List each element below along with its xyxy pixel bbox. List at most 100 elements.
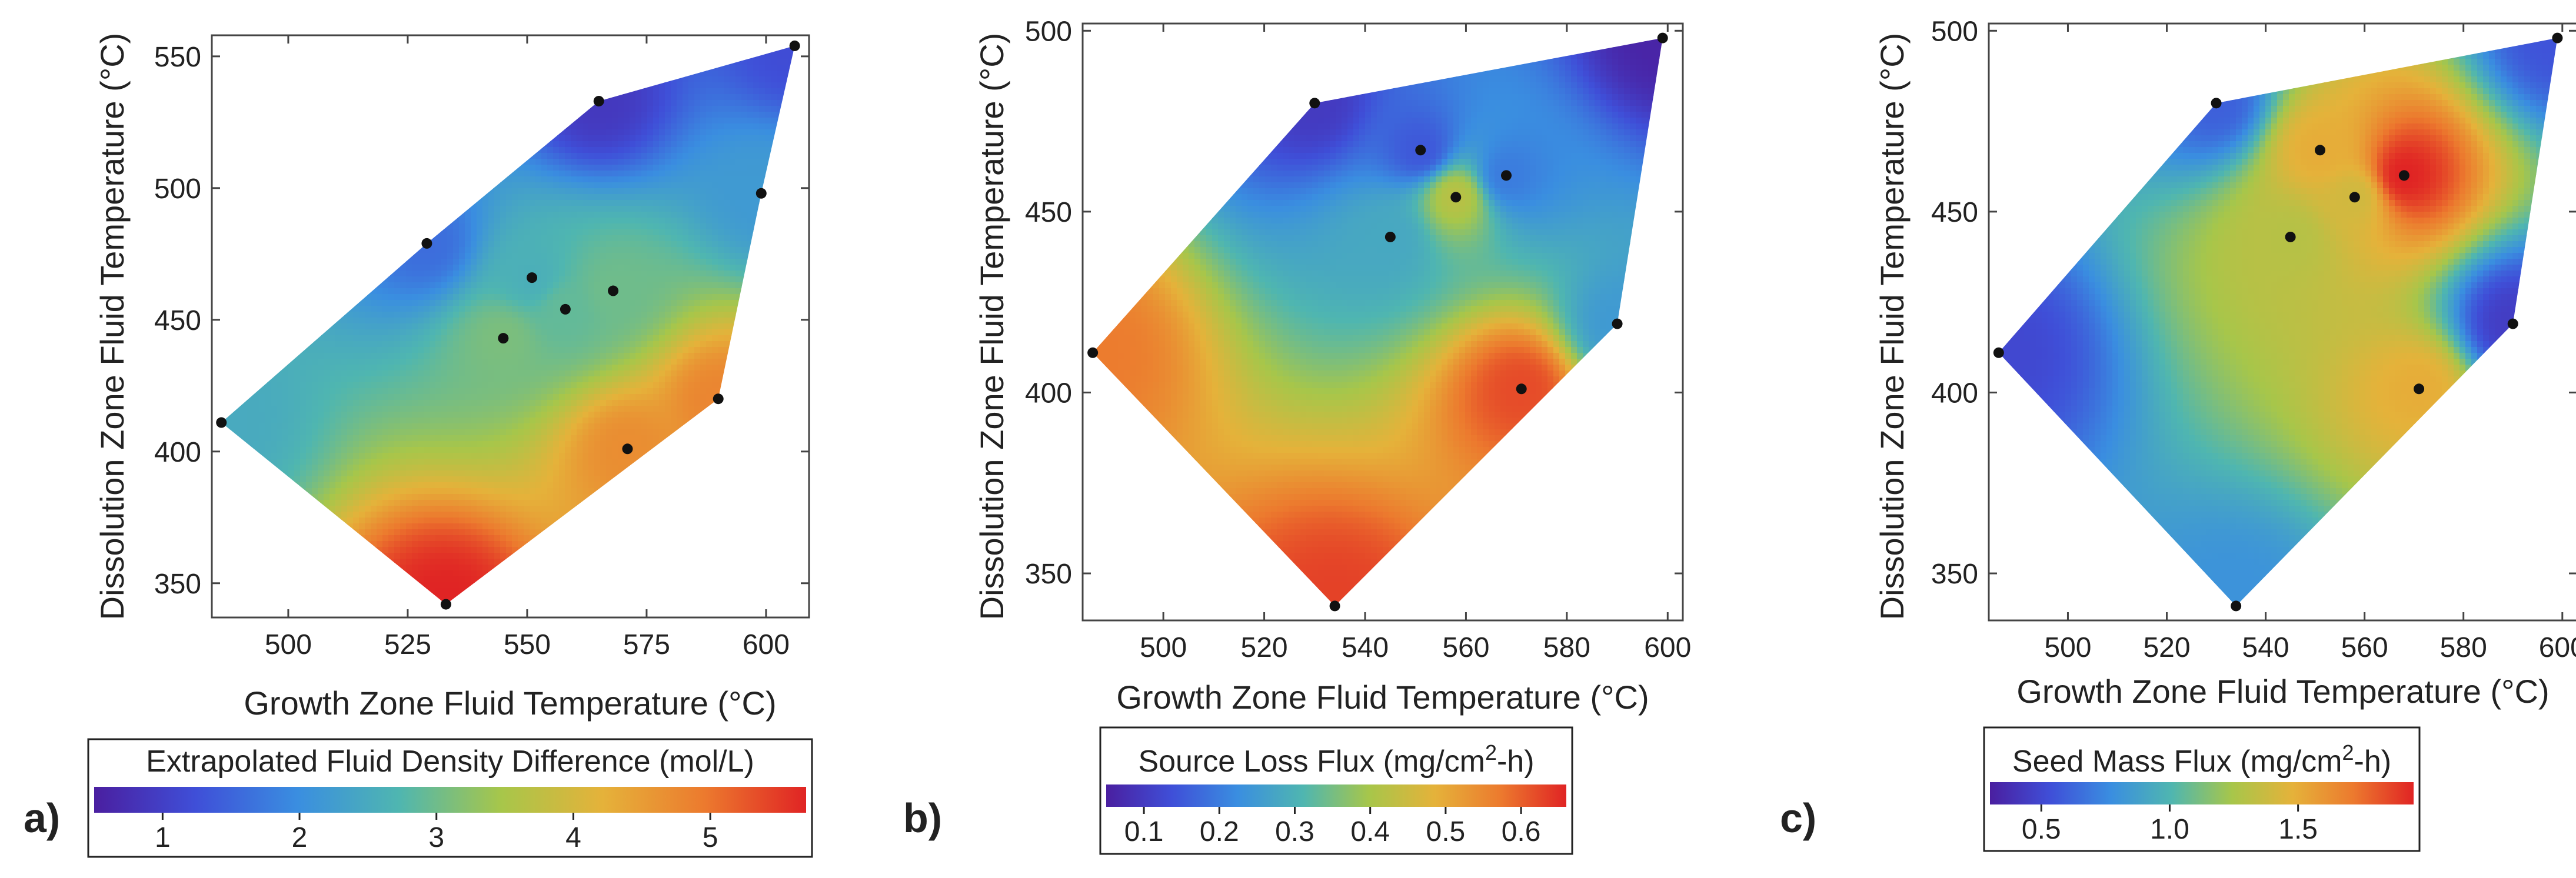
panel-b-data-point bbox=[1329, 600, 1340, 612]
panel-b-x-ticks: 500 520 540 560 580 600 bbox=[1140, 24, 1691, 663]
panel-a-data-point bbox=[622, 443, 633, 455]
panel-a-x-tick-label: 550 bbox=[504, 629, 551, 660]
panel-b-x-tick-label: 580 bbox=[1543, 632, 1590, 663]
panel-c-frame bbox=[1988, 22, 2576, 622]
panel-b-colorbar-ticks: 0.1 0.2 0.3 0.4 0.5 0.6 bbox=[1124, 807, 1541, 847]
panel-b-y-tick-label: 500 bbox=[1025, 16, 1072, 47]
panel-c-data-point bbox=[2231, 600, 2242, 612]
panel-c-data-point bbox=[2507, 318, 2518, 329]
panel-c-y-tick-label: 350 bbox=[1931, 559, 1978, 590]
panel-a-colorbar-tick-label: 1 bbox=[155, 822, 171, 853]
panel-b-heatmap bbox=[1093, 38, 1663, 606]
panel-b-y-ticks: 350 400 450 500 bbox=[1025, 16, 1683, 590]
panel-c-data-point bbox=[2398, 170, 2409, 181]
panel-c-data-point bbox=[2211, 98, 2222, 109]
panel-b-x-tick-label: 540 bbox=[1342, 632, 1389, 663]
panel-c-x-tick-label: 560 bbox=[2341, 632, 2388, 663]
panel-a-colorbar-ticks: 1 2 3 4 5 bbox=[155, 813, 718, 853]
panel-b-x-tick-label: 560 bbox=[1442, 632, 1489, 663]
panel-b-data-point bbox=[1657, 32, 1668, 44]
panel-c-heatmap-cells bbox=[1998, 38, 2558, 606]
panel-b-colorbar-gradient bbox=[1106, 784, 1566, 807]
panel-c-colorbar-tick-label: 1.0 bbox=[2150, 814, 2189, 845]
panel-c: 500 520 540 560 580 600 350 400 450 500 Growth Z… bbox=[1780, 16, 2576, 852]
panel-a-x-ticks: 500 525 550 575 600 bbox=[265, 35, 790, 660]
panel-b-y-tick-label: 350 bbox=[1025, 559, 1072, 590]
panel-c-data-point bbox=[2315, 145, 2326, 156]
panel-c-colorbar-ticks: 0.5 1.0 1.5 bbox=[2022, 804, 2318, 845]
panel-a-colorbar-tick-label: 4 bbox=[565, 822, 581, 853]
panel-c-y-tick-label: 500 bbox=[1931, 16, 1978, 47]
panel-a-colorbar-box bbox=[87, 738, 813, 858]
panel-c-x-axis-label: Growth Zone Fluid Temperature (°C) bbox=[2016, 673, 2549, 710]
panel-b-data-point bbox=[1450, 192, 1462, 203]
panel-a-y-ticks: 350 400 450 500 550 bbox=[154, 42, 809, 600]
panel-c-data-point bbox=[2285, 231, 2296, 242]
panel-b-x-tick-label: 500 bbox=[1140, 632, 1187, 663]
panel-b-x-axis-label: Growth Zone Fluid Temperature (°C) bbox=[1116, 679, 1649, 716]
panel-b-data-point bbox=[1087, 347, 1099, 358]
panel-c-label: c) bbox=[1780, 795, 1816, 841]
panel-a-data-point bbox=[789, 40, 800, 51]
panel-a-colorbar-tick-label: 2 bbox=[292, 822, 308, 853]
panel-c-data-point bbox=[2552, 32, 2563, 44]
panel-c-x-tick-label: 500 bbox=[2044, 632, 2091, 663]
panel-b: 500 520 540 560 580 600 350 400 450 500 Growth Z… bbox=[903, 16, 1691, 855]
panel-a-data-point bbox=[216, 417, 227, 428]
panel-b-colorbar-tick-label: 0.3 bbox=[1275, 816, 1314, 847]
panel-b-frame bbox=[1081, 22, 1684, 622]
panel-a: 500 525 550 575 600 350 400 450 500 550 Growth Z… bbox=[24, 33, 813, 858]
panel-b-data-point bbox=[1384, 231, 1396, 242]
panel-a-y-tick-label: 500 bbox=[154, 173, 201, 205]
panel-c-colorbar-title: Seed Mass Flux (mg/cm2-h) bbox=[2012, 740, 2391, 779]
panel-b-data-point bbox=[1309, 98, 1320, 109]
panel-a-data-point bbox=[756, 188, 767, 199]
panel-b-heatmap-cells bbox=[1093, 38, 1663, 606]
panel-c-colorbar-tick-label: 0.5 bbox=[2022, 814, 2061, 845]
panel-b-data-point bbox=[1501, 170, 1512, 181]
panel-b-data-point bbox=[1516, 383, 1527, 395]
panel-c-colorbar-tick-label: 1.5 bbox=[2278, 814, 2318, 845]
panel-b-y-tick-label: 400 bbox=[1025, 378, 1072, 409]
panel-c-data-point bbox=[2349, 192, 2360, 203]
panel-a-heatmap-cells bbox=[221, 45, 795, 605]
panel-a-data-point bbox=[593, 95, 604, 106]
panel-c-x-tick-label: 540 bbox=[2242, 632, 2289, 663]
panel-a-data-point bbox=[560, 303, 571, 315]
panel-b-label: b) bbox=[903, 795, 942, 841]
panel-b-x-tick-label: 520 bbox=[1241, 632, 1288, 663]
panel-a-data-point bbox=[421, 238, 432, 249]
panel-c-y-tick-label: 400 bbox=[1931, 378, 1978, 409]
panel-a-data-point bbox=[527, 272, 538, 283]
panel-a-y-tick-label: 550 bbox=[154, 42, 201, 73]
panel-b-colorbar-tick-label: 0.2 bbox=[1200, 816, 1239, 847]
panel-b-x-tick-label: 600 bbox=[1644, 632, 1691, 663]
panel-c-points bbox=[1993, 32, 2563, 612]
panel-b-colorbar-box bbox=[1099, 726, 1573, 855]
panel-b-colorbar-title: Source Loss Flux (mg/cm2-h) bbox=[1138, 740, 1534, 779]
panel-c-x-tick-label: 580 bbox=[2440, 632, 2487, 663]
panel-a-heatmap bbox=[221, 45, 795, 605]
panel-c-data-point bbox=[2414, 383, 2425, 395]
panel-b-y-tick-label: 450 bbox=[1025, 197, 1072, 228]
panel-c-x-ticks: 500 520 540 560 580 600 bbox=[2044, 24, 2576, 663]
panel-b-data-point bbox=[1415, 145, 1426, 156]
panel-b-y-axis-label: Dissolution Zone Fluid Temperature (°C) bbox=[973, 33, 1010, 620]
panel-a-colorbar-tick-label: 3 bbox=[428, 822, 444, 853]
panel-a-points bbox=[216, 40, 800, 610]
panel-a-x-axis-label: Growth Zone Fluid Temperature (°C) bbox=[244, 685, 776, 722]
panel-a-colorbar-tick-label: 5 bbox=[703, 822, 718, 853]
panel-a-y-tick-label: 400 bbox=[154, 437, 201, 468]
panel-c-data-point bbox=[1993, 347, 2004, 358]
panel-c-x-tick-label: 600 bbox=[2539, 632, 2576, 663]
panel-a-data-point bbox=[608, 285, 619, 296]
panel-a-x-tick-label: 575 bbox=[623, 629, 670, 660]
panel-b-colorbar-tick-label: 0.4 bbox=[1350, 816, 1390, 847]
panel-a-y-tick-label: 350 bbox=[154, 569, 201, 600]
panel-b-colorbar-tick-label: 0.6 bbox=[1502, 816, 1541, 847]
panel-b-points bbox=[1087, 32, 1668, 612]
panel-a-frame bbox=[211, 34, 810, 619]
panel-c-y-tick-label: 450 bbox=[1931, 197, 1978, 228]
panel-c-y-ticks: 350 400 450 500 bbox=[1931, 16, 2576, 590]
